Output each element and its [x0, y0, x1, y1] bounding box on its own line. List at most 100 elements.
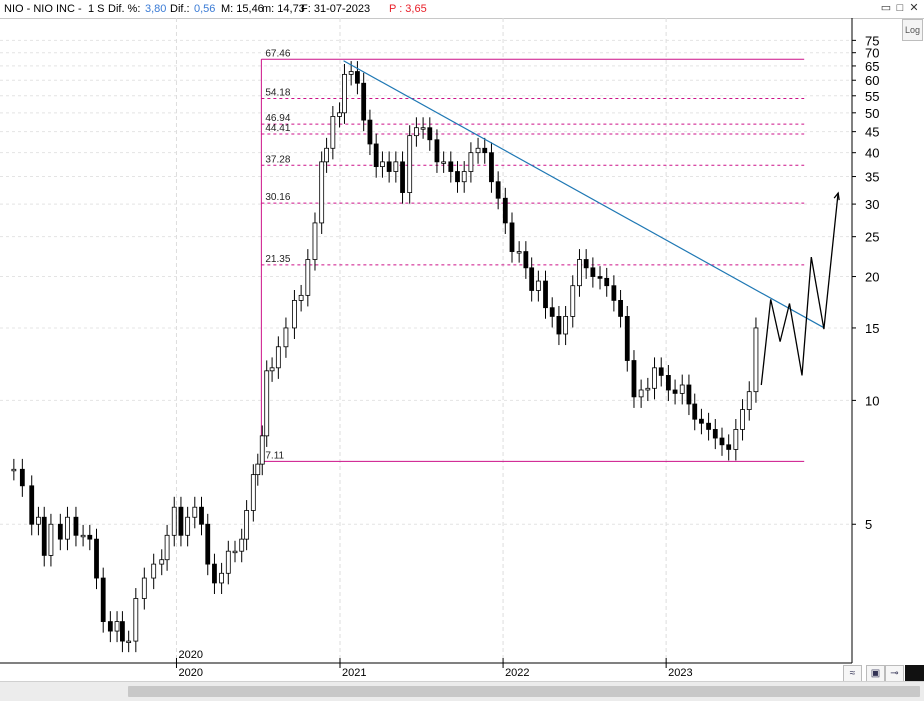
level-label: 30.16	[265, 192, 290, 203]
price-label: P : 3,65	[389, 3, 427, 15]
candle-body	[740, 409, 745, 430]
x-axis: 2020 2020 2021 2022 2023	[0, 649, 852, 679]
candle-body	[126, 640, 132, 643]
y-tick-label: 45	[865, 125, 879, 140]
close-icon[interactable]: ✕	[909, 2, 919, 14]
dif-pct-label: Dif. %:	[108, 3, 141, 15]
candle-body	[298, 294, 304, 301]
save-icon[interactable]: ▣	[866, 665, 885, 682]
candle-body	[100, 577, 106, 622]
candle-body	[556, 316, 562, 335]
projection-arrow	[833, 191, 840, 201]
candle-body	[141, 577, 147, 599]
candle-body	[475, 147, 481, 154]
candle-body	[348, 71, 354, 75]
candle-body	[159, 559, 165, 565]
candle-body	[199, 506, 204, 525]
y-tick-label: 55	[865, 89, 879, 104]
candle-body	[535, 280, 541, 291]
candle-body	[712, 429, 718, 439]
y-tick-label: 50	[865, 106, 879, 121]
max-label: M: 15,46	[221, 3, 264, 15]
candle-body	[164, 534, 170, 561]
y-tick-label: 10	[865, 393, 879, 408]
candle-body	[205, 523, 211, 565]
candle-body	[692, 403, 698, 420]
candle-body	[244, 510, 250, 540]
dark-square-icon[interactable]	[905, 665, 924, 682]
candle-body	[250, 474, 256, 511]
collapse-icon[interactable]: ≈	[843, 665, 862, 682]
candle-body	[107, 621, 113, 632]
candle-body	[73, 516, 79, 536]
candle-body	[529, 267, 535, 291]
y-tick-label: 40	[865, 146, 879, 161]
candle-body	[665, 375, 671, 391]
candle-body	[393, 161, 399, 172]
candle-body	[658, 367, 664, 376]
candle-body	[94, 538, 99, 579]
candle-body	[489, 152, 494, 183]
candle-body	[611, 285, 617, 301]
candle-body	[239, 538, 245, 552]
candle-body	[413, 127, 419, 137]
candle-body	[337, 112, 342, 117]
level-label: 46.94	[265, 113, 290, 124]
candle-series	[11, 61, 759, 653]
x-tick-label: 2021	[342, 667, 366, 679]
candle-body	[151, 563, 157, 579]
candle-body	[19, 468, 25, 487]
x-tick-label: 2022	[505, 667, 529, 679]
dif-label: Dif.:	[170, 3, 190, 15]
level-label: 44.41	[265, 123, 290, 134]
symbol-label: NIO - NIO INC -	[4, 3, 82, 15]
log-scale-button[interactable]: Log	[902, 19, 923, 41]
candle-body	[441, 161, 447, 164]
candle-body	[563, 316, 569, 335]
x-tick-label: 2020	[178, 649, 202, 661]
candle-body	[367, 119, 373, 145]
candle-body	[523, 251, 529, 269]
candle-body	[577, 259, 582, 287]
candle-body	[57, 523, 63, 540]
candle-body	[386, 161, 392, 172]
maximize-icon[interactable]: □	[896, 2, 904, 14]
pin-icon[interactable]: ⊸	[885, 665, 904, 682]
candle-body	[11, 468, 17, 472]
candle-body	[502, 197, 508, 224]
candle-body	[355, 71, 360, 84]
candle-body	[699, 418, 704, 424]
candle-body	[171, 506, 177, 536]
scrollbar-thumb[interactable]	[128, 686, 920, 697]
candle-body	[225, 550, 231, 574]
candle-body	[427, 127, 433, 141]
projection-path	[760, 193, 839, 386]
y-tick-label: 15	[865, 321, 879, 336]
candle-body	[618, 299, 623, 317]
candle-body	[448, 161, 454, 172]
candle-body	[420, 127, 426, 130]
grid-lines	[0, 18, 852, 663]
candle-body	[330, 116, 336, 149]
candle-body	[275, 346, 281, 369]
y-tick-label: 30	[865, 197, 879, 212]
y-tick-label: 60	[865, 73, 879, 88]
candle-body	[283, 327, 289, 348]
chart-title-bar: NIO - NIO INC - 1 S Dif. %: 3,80 Dif.: 0…	[0, 0, 924, 19]
candle-body	[570, 285, 576, 317]
candle-body	[29, 485, 35, 525]
restore-icon[interactable]: ▭	[880, 2, 892, 14]
candle-body	[87, 534, 93, 540]
y-tick-label: 25	[865, 230, 879, 245]
candle-body	[232, 550, 238, 554]
candle-body	[255, 463, 261, 476]
candle-body	[645, 387, 651, 391]
candle-body	[753, 327, 759, 393]
trendline-layer	[343, 60, 825, 329]
candle-body	[468, 152, 474, 172]
min-label: m: 14,73	[262, 3, 305, 15]
candle-body	[400, 161, 405, 193]
candle-body	[726, 444, 732, 450]
horizontal-scrollbar[interactable]	[0, 681, 924, 701]
y-tick-label: 5	[865, 517, 872, 532]
